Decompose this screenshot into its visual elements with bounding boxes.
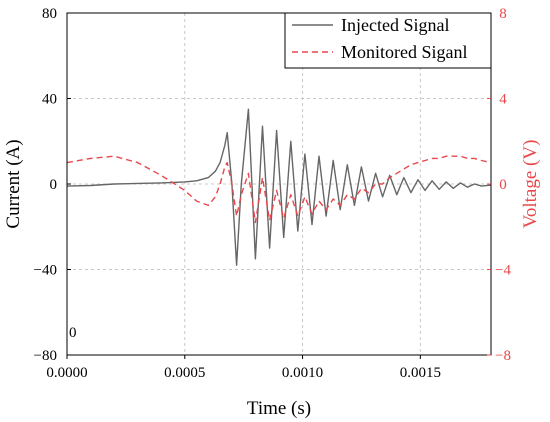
- legend-label-injected-signal: Injected Signal: [341, 15, 449, 35]
- legend-box: [284, 12, 492, 69]
- series-injected-signal-line: [66, 108, 492, 266]
- series-layer: [66, 108, 492, 266]
- y-right-tick-label: −8: [495, 348, 511, 364]
- y-left-tick-label: 80: [42, 6, 57, 22]
- y-right-tick-label: 0: [499, 177, 507, 193]
- tick-labels: 0.0000 0.0005 0.0010 0.001580400−40−80840−4…: [34, 6, 512, 381]
- x-tick-label: 0.0015: [400, 365, 441, 381]
- plot-annotation: 0: [69, 325, 77, 341]
- x-tick-label: 0.0005: [164, 365, 205, 381]
- legend-label-monitored-signal: Monitored Siganl: [341, 42, 468, 62]
- y-axis-left-title: Current (A): [3, 139, 24, 228]
- y-axis-right-title: Voltage (V): [520, 140, 541, 229]
- y-left-tick-label: −80: [34, 348, 57, 364]
- y-right-tick-label: −4: [495, 263, 511, 279]
- x-tick-label: 0.0000: [46, 365, 87, 381]
- tick-marks: [66, 12, 491, 359]
- legend: Injected Signal Monitored Siganl: [284, 12, 492, 69]
- y-right-tick-label: 4: [499, 92, 507, 108]
- x-tick-label: 0.0010: [282, 365, 323, 381]
- x-axis-title: Time (s): [247, 398, 311, 419]
- y-left-tick-label: 0: [50, 177, 58, 193]
- y-right-tick-label: 8: [499, 6, 507, 22]
- y-left-tick-label: 40: [42, 92, 57, 108]
- series-monitored-signal-line: [66, 155, 492, 224]
- y-left-tick-label: −40: [34, 263, 57, 279]
